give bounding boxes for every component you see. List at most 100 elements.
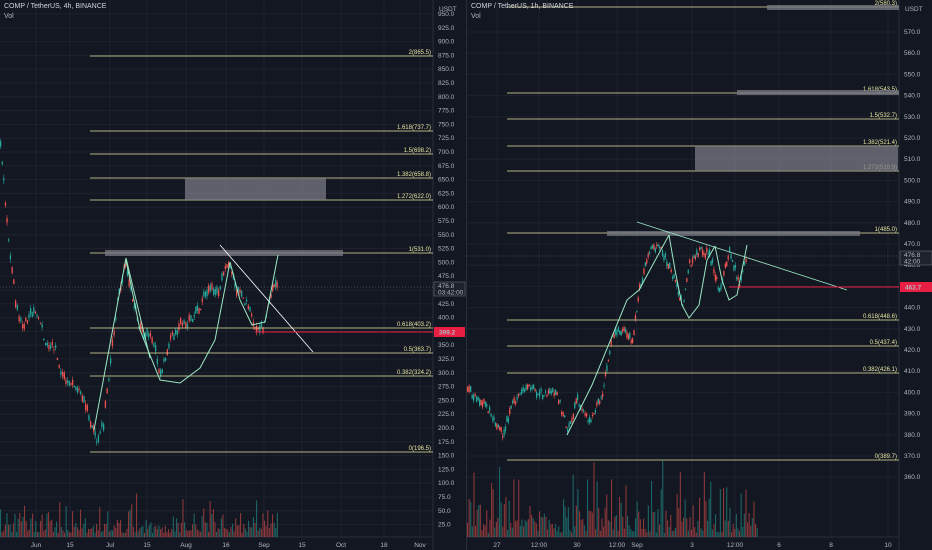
volume-bar [731,532,733,537]
volume-bar [484,525,486,537]
chart-pane-1h[interactable]: 2(580.3)1.618(543.5)1.5(532.7)1.382(521.… [466,0,932,550]
time-tick-label: Jun [31,542,42,549]
volume-bar [590,511,592,537]
chart-pane-4h[interactable]: 2(865.5) 1.618(737.7) 1.5(698.2) 1.382(658.… [0,0,466,550]
volume-bar [6,513,8,537]
volume-bar [112,530,114,537]
symbol-header: COMP / TetherUS, 4h, BINANCE [4,3,107,10]
candle-body [18,316,20,322]
candle-body [477,397,479,400]
candle-body [624,328,627,333]
volume-bar [150,522,152,537]
price-tick-label: 360.0 [904,474,921,481]
candle-body [231,271,233,275]
candle-body [15,300,17,308]
candle-body [50,344,52,349]
candle-body [726,261,728,267]
volume-bar [580,519,582,537]
candle-body [128,279,130,287]
candle-body [476,396,478,402]
volume-bar [681,521,683,537]
candle-body [561,411,563,415]
candle-body [144,332,147,340]
candle-body [565,426,567,429]
last-price-label: 476.8 [904,252,921,259]
candle-body [208,285,210,293]
fib-level-label: 1(485.0) [875,227,897,233]
volume-bar [700,528,702,537]
candle-body [509,408,511,415]
volume-bar [152,532,154,537]
candle-body [155,345,157,352]
volume-bar [534,521,536,537]
volume-bar [144,532,146,537]
volume-bar [743,513,745,537]
volume-bar [254,522,256,537]
candle-body [530,387,532,391]
volume-bar [497,517,499,537]
candle-body [490,413,492,417]
candle-body [467,386,469,392]
candle-body [158,368,160,374]
volume-bar [249,527,251,537]
candle-body [251,313,253,317]
price-tick-label: 50.0 [438,508,451,515]
volume-bar [155,525,157,537]
volume-bar [540,516,542,537]
fib-level-label: 0.618(448.6) [863,314,897,320]
volume-bar [110,530,112,537]
price-tick-label: 420.0 [904,347,921,354]
volume-bar [192,524,194,537]
target-zone [607,231,860,236]
candle-body [140,323,142,329]
candle-body [198,308,200,314]
candle-body [643,268,645,274]
time-tick-label: 27 [493,542,501,549]
volume-bar [479,504,481,537]
volume-bar [745,489,747,537]
time-tick-label: 16 [222,542,230,549]
candle-body [636,311,638,313]
volume-bar [76,527,78,537]
candle-body [633,330,635,336]
price-tick-label: 950.0 [438,11,455,18]
volume-bar [510,522,512,537]
volume-bar [582,519,584,537]
candle-body [237,286,239,293]
chart-canvas-4h[interactable]: 2(865.5) 1.618(737.7) 1.5(698.2) 1.382(658.… [0,0,466,550]
candle-body [683,299,685,302]
candle-body [494,422,497,427]
candle-body [525,385,527,390]
volume-bar [539,511,541,537]
trend-line-up [566,234,670,436]
volume-bar [86,532,88,537]
volume-bar [481,530,483,537]
candle-body [559,400,561,403]
candle-body [606,365,608,372]
candle-body [20,318,22,322]
candle-body [252,321,254,327]
candle-body [62,371,64,377]
candle-body [41,324,43,328]
volume-bar [545,516,547,537]
candle-body [499,426,501,431]
candle-body [620,331,622,336]
candle-body [537,393,539,395]
volume-bar [12,523,14,537]
volume-bar [559,532,561,537]
volume-bar [171,529,173,537]
candle-body [211,283,213,290]
bar-countdown: 42:00 [904,259,921,266]
candle-body [46,342,48,346]
candle-body [30,308,32,314]
volume-bar [51,519,53,537]
volume-bar [60,526,62,537]
candle-body [609,350,611,355]
time-tick-label: 18 [380,542,388,549]
candle-body [108,378,110,381]
cup-curve-2 [229,254,279,326]
candle-body [99,431,101,434]
chart-canvas-1h[interactable]: 2(580.3)1.618(543.5)1.5(532.7)1.382(521.… [467,0,932,550]
price-tick-label: 550.0 [438,232,455,239]
bar-countdown: 03:42:00 [438,290,464,297]
